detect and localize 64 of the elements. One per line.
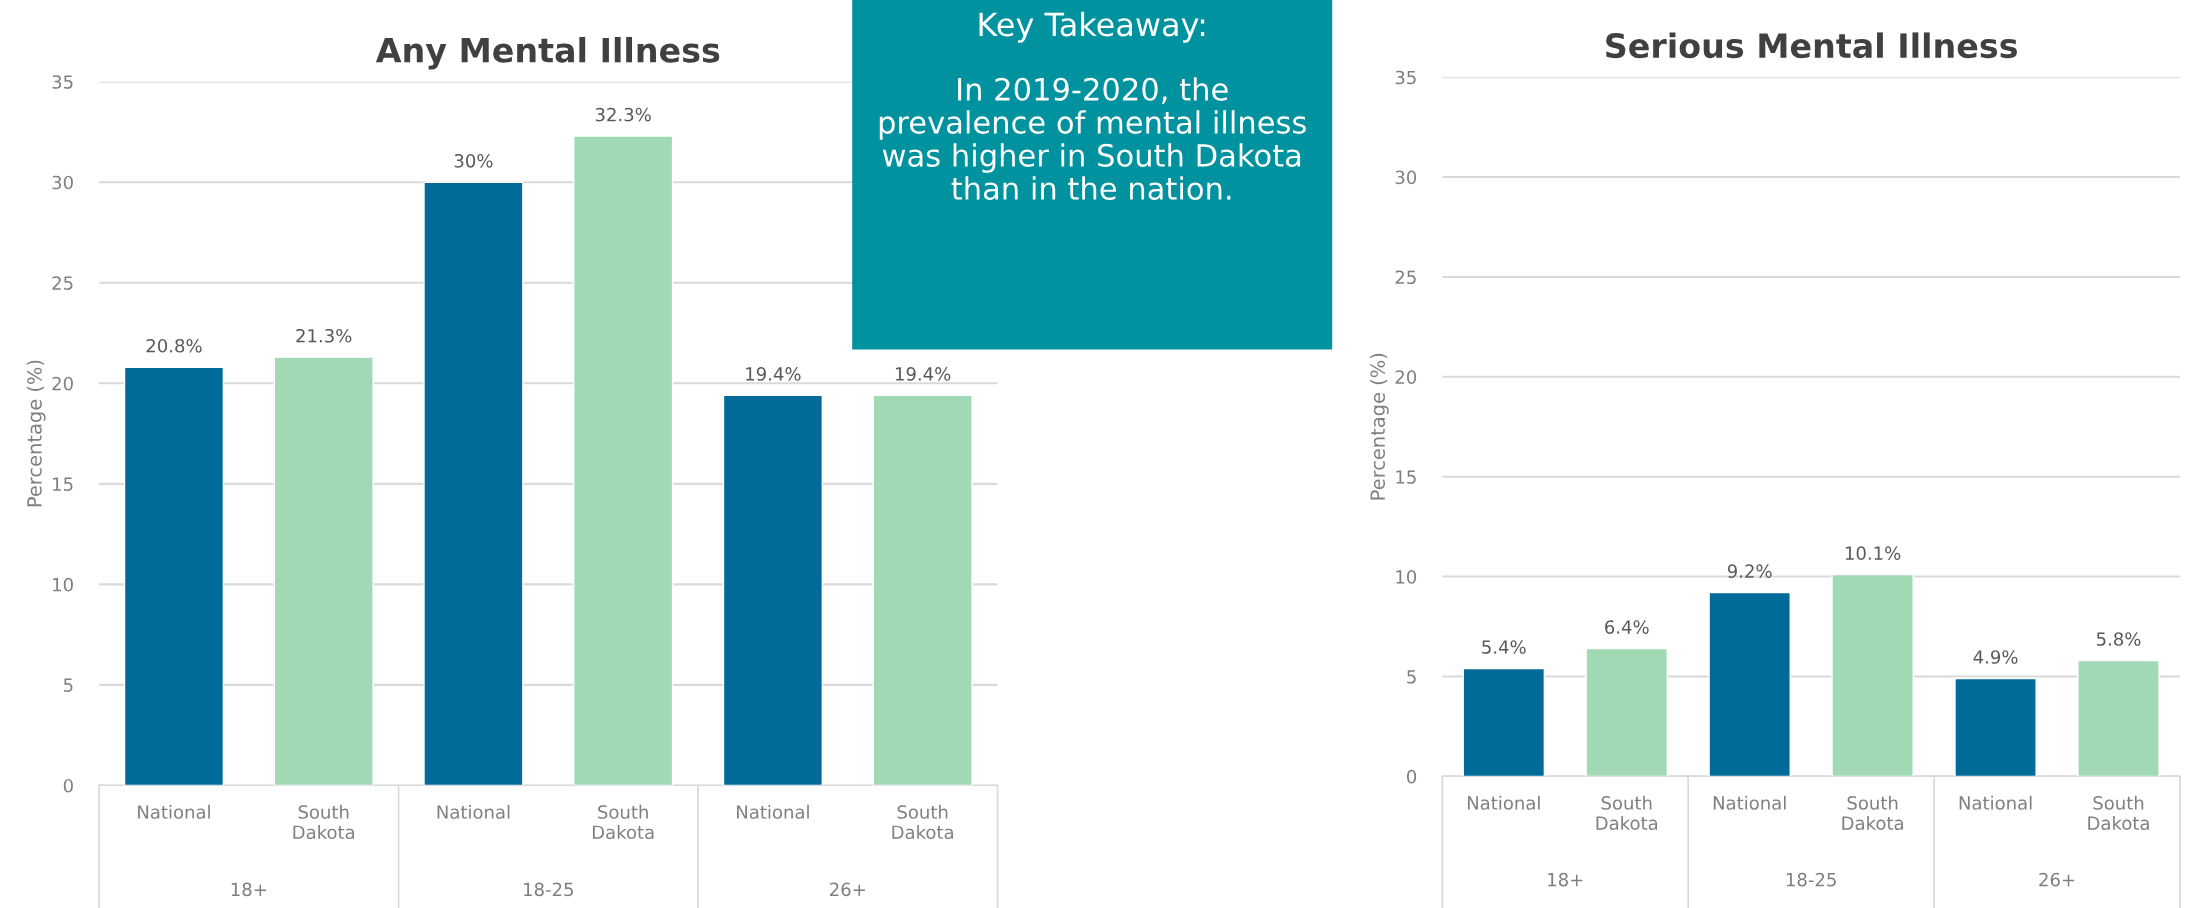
y-tick-label: 35	[52, 75, 73, 89]
text: South Dakota	[892, 804, 953, 840]
y-tick-label: 0	[1407, 769, 1417, 784]
series-label: National	[1467, 795, 1540, 810]
data-label: 5.4%	[1482, 640, 1526, 654]
x-tick-label: 18+	[1548, 872, 1583, 887]
text: South Dakota	[2088, 795, 2149, 830]
y-axis-title: Percentage (%)	[1369, 353, 1389, 500]
x-tick-label: 18-25	[1786, 872, 1836, 887]
bar	[1708, 591, 1791, 777]
bar	[423, 181, 524, 786]
y-tick-label: 10	[1396, 570, 1417, 584]
data-label: 4.9%	[1973, 650, 2018, 664]
text: South Dakota	[1842, 795, 1903, 830]
data-label: 9.2%	[1727, 564, 1772, 578]
bar	[1954, 677, 2037, 777]
y-tick-label: 35	[1395, 70, 1416, 85]
y-tick-label: 30	[1395, 170, 1417, 185]
data-label: 5.8%	[2096, 632, 2141, 646]
annotation: In 2019-2020, the prevalence of mental illness was higher in South Dakota than in the nation.	[879, 77, 1306, 200]
y-tick-label: 30	[52, 175, 73, 190]
data-label: 10.1%	[1845, 546, 1901, 560]
x-tick-label: 26+	[2039, 872, 2075, 887]
bar	[273, 356, 374, 786]
text: National	[437, 804, 510, 819]
chart-title: Serious Mental Illness	[1606, 32, 2017, 59]
text: South Dakota	[592, 804, 654, 840]
y-tick-label: 10	[53, 577, 73, 592]
data-label: 19.4%	[746, 367, 801, 381]
data-label: 20.8%	[146, 338, 202, 353]
series-label: South Dakota	[293, 804, 355, 840]
y-tick-label: 5	[1407, 670, 1416, 684]
data-label: 6.4%	[1605, 620, 1649, 634]
x-tick-label: 26+	[830, 882, 865, 897]
y-tick-label: 0	[63, 778, 73, 793]
y-tick-label: 25	[1395, 270, 1416, 285]
y-tick-label: 20	[52, 376, 73, 391]
data-label: 30%	[454, 153, 493, 168]
chart-title: Any Mental Illness	[375, 36, 720, 70]
text: National	[1959, 795, 2032, 810]
bar	[123, 366, 225, 786]
text: National	[1713, 795, 1786, 810]
series-label: South Dakota	[1596, 795, 1658, 830]
y-tick-label: 15	[1396, 470, 1416, 484]
bar	[1462, 667, 1546, 777]
bar	[573, 135, 674, 786]
bar	[2077, 659, 2160, 777]
bar	[722, 394, 824, 786]
x-tick-label: 18-25	[524, 882, 573, 897]
bar	[872, 394, 973, 786]
bar	[1831, 573, 1914, 777]
bar	[1585, 647, 1668, 777]
x-tick-label: 18+	[231, 882, 266, 897]
text: National	[737, 804, 809, 819]
data-label: 21.3%	[296, 328, 352, 343]
data-label: 32.3%	[595, 107, 651, 122]
y-axis-title: Percentage (%)	[26, 360, 46, 507]
y-tick-label: 15	[53, 477, 73, 491]
data-label: 19.4%	[895, 367, 951, 381]
y-tick-label: 20	[1395, 370, 1417, 384]
y-tick-label: 25	[52, 276, 73, 290]
text: Key Takeaway:	[979, 11, 1205, 43]
series-label: National	[138, 804, 210, 819]
y-tick-label: 5	[64, 678, 73, 693]
